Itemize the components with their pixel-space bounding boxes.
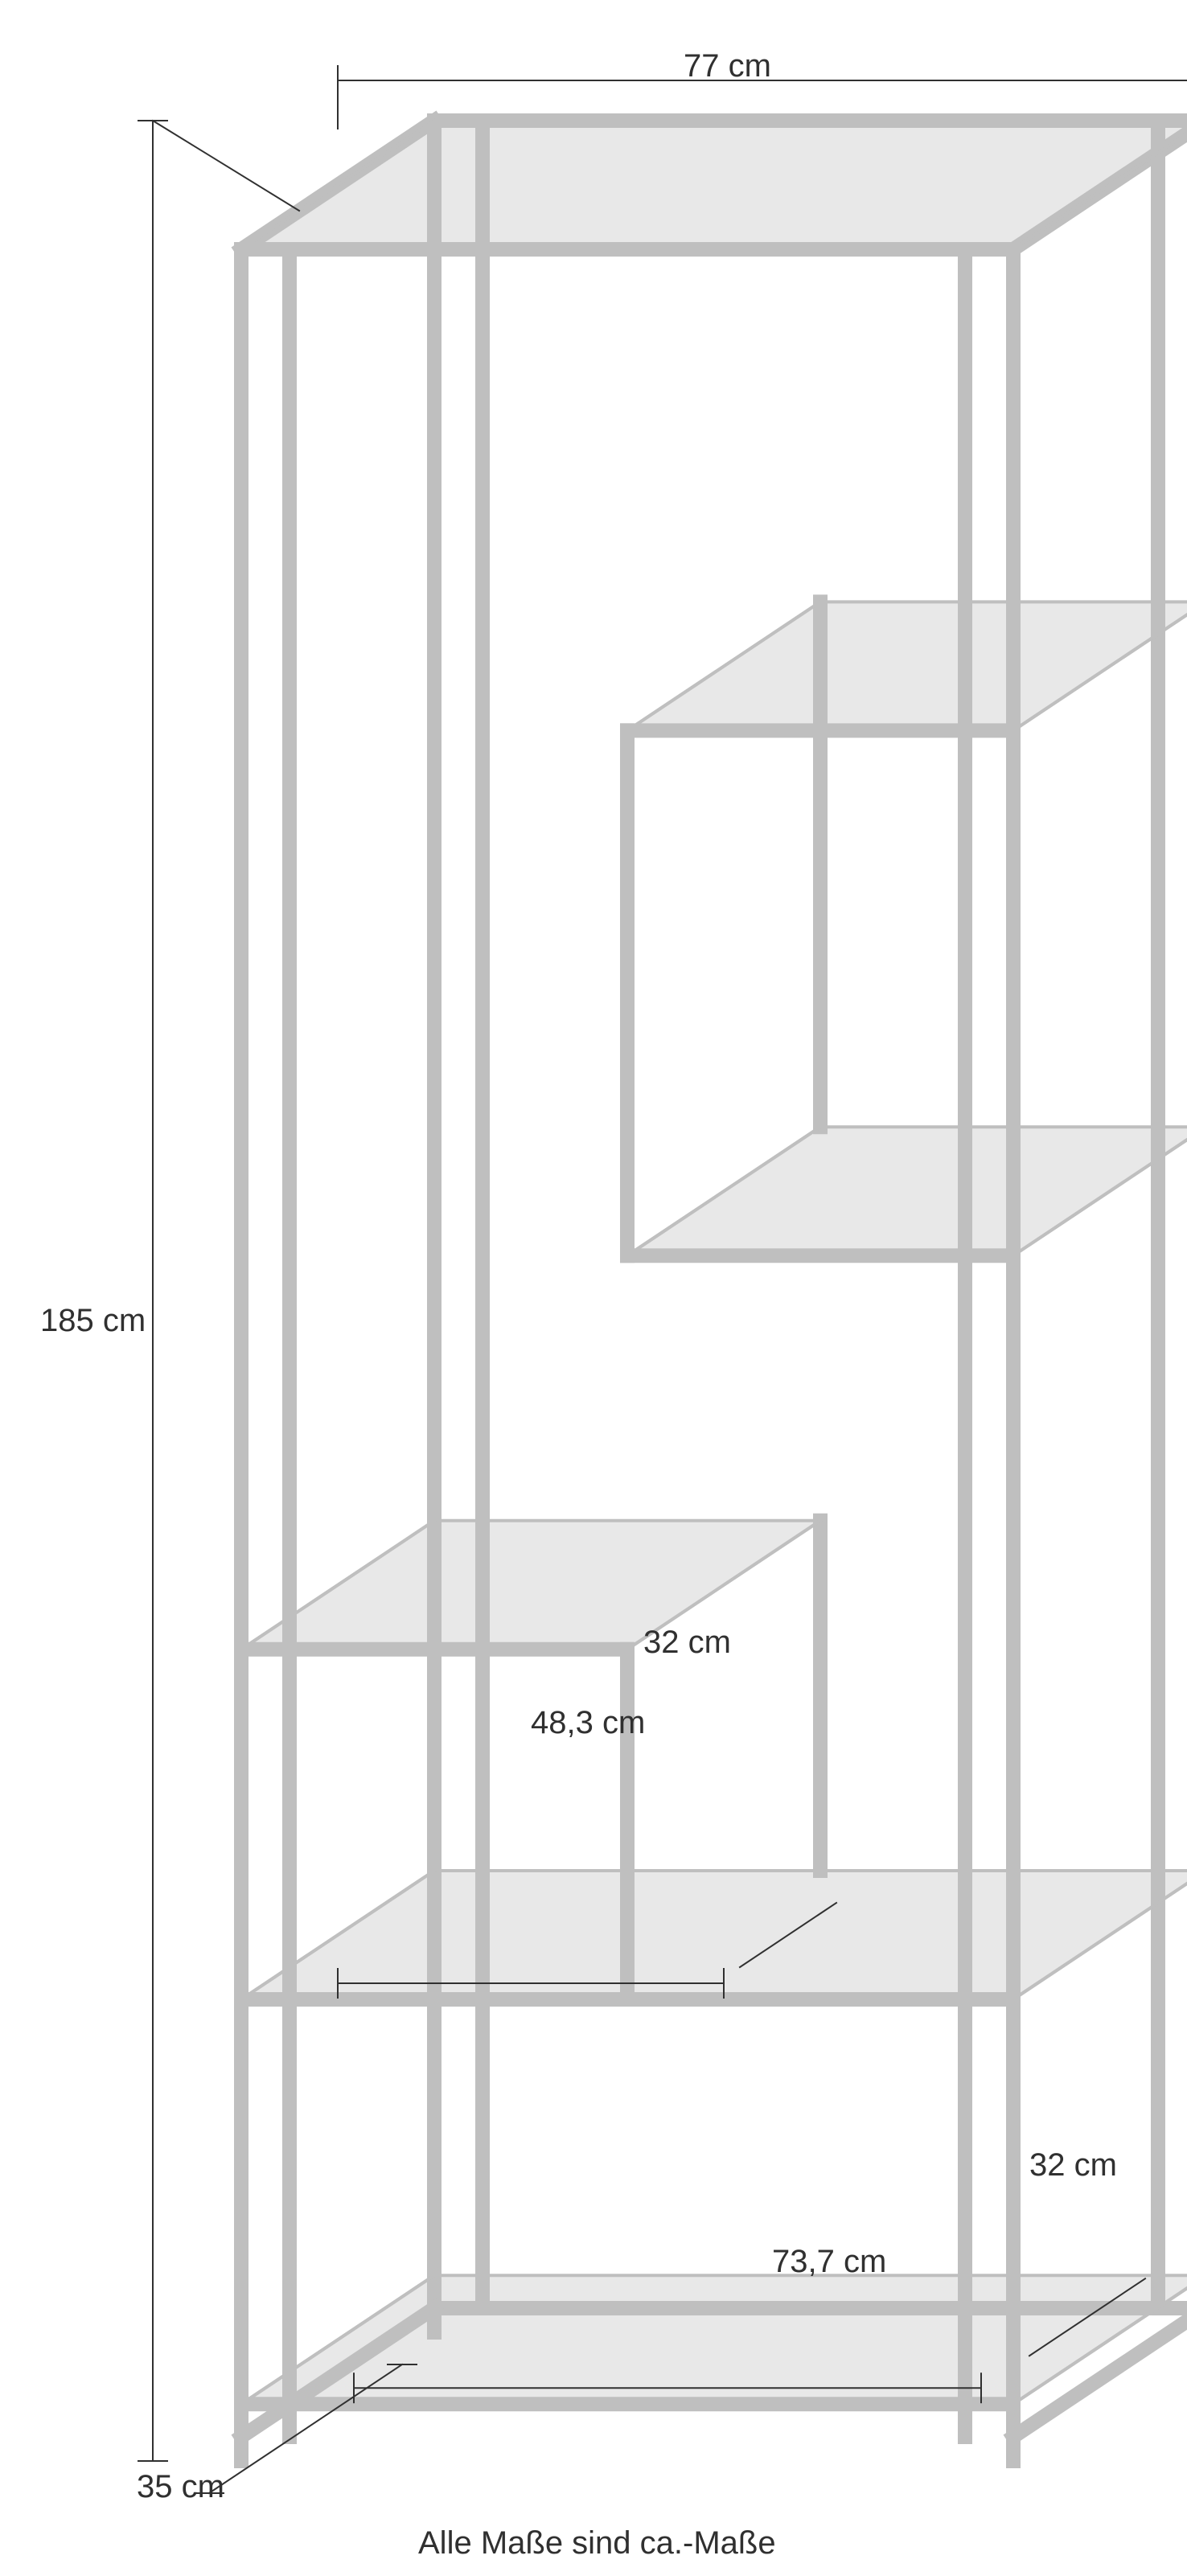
dim-bottom-depth: 32 cm — [1029, 2147, 1117, 2184]
dim-bottom-width: 73,7 cm — [772, 2244, 886, 2280]
dim-small-depth: 32 cm — [643, 1625, 731, 1661]
dim-depth: 35 cm — [137, 2469, 224, 2505]
caption: Alle Maße sind ca.-Maße — [418, 2525, 776, 2562]
dim-width-top: 77 cm — [684, 48, 771, 84]
dim-small-width: 48,3 cm — [531, 1705, 645, 1741]
dim-height: 185 cm — [40, 1303, 146, 1339]
